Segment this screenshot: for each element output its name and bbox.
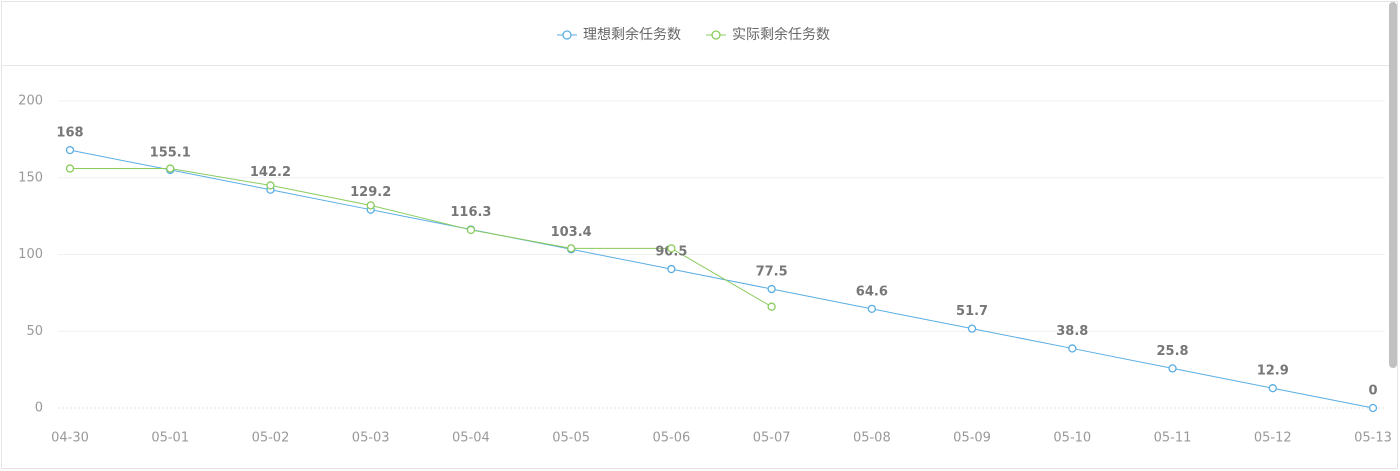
data-label: 0 — [1368, 384, 1377, 399]
x-tick-label: 05-13 — [1354, 431, 1392, 446]
data-point — [567, 244, 576, 253]
y-tick-label: 0 — [35, 401, 43, 416]
legend: 理想剩余任务数 实际剩余任务数 — [557, 26, 830, 43]
data-point — [867, 304, 876, 313]
x-tick-label: 05-11 — [1154, 431, 1192, 446]
data-point — [65, 164, 75, 173]
data-point — [1268, 384, 1277, 393]
x-tick-label: 05-04 — [452, 431, 490, 446]
data-point — [1168, 364, 1177, 373]
data-point — [667, 264, 676, 274]
x-tick-label: 05-07 — [753, 431, 791, 446]
data-label: 168 — [56, 126, 83, 141]
data-point — [767, 302, 776, 311]
data-point — [1368, 403, 1378, 413]
data-label: 129.2 — [350, 185, 391, 200]
series-line — [70, 168, 772, 308]
scrollbar[interactable] — [1389, 2, 1397, 368]
x-tick-label: 05-06 — [652, 431, 690, 446]
x-tick-label: 05-12 — [1254, 431, 1292, 446]
data-point — [466, 225, 476, 235]
data-label: 12.9 — [1257, 364, 1289, 379]
series-line — [69, 149, 1374, 409]
data-label: 116.3 — [450, 205, 491, 220]
legend-label: 实际剩余任务数 — [732, 26, 830, 43]
x-tick-label: 05-03 — [352, 431, 390, 446]
y-tick-label: 100 — [18, 247, 43, 262]
legend-marker — [711, 30, 721, 40]
data-point — [65, 145, 75, 155]
x-tick-label: 04-30 — [51, 431, 89, 446]
x-tick-label: 05-05 — [552, 431, 590, 446]
data-point — [967, 324, 977, 333]
x-tick-label: 05-08 — [853, 431, 891, 446]
x-tick-label: 05-02 — [252, 431, 290, 446]
data-label: 155.1 — [150, 145, 191, 160]
legend-marker — [562, 30, 572, 40]
y-tick-label: 200 — [18, 94, 43, 109]
data-point — [266, 181, 275, 190]
data-point — [166, 164, 175, 173]
data-label: 64.6 — [856, 284, 888, 299]
data-point — [667, 244, 676, 253]
x-tick-label: 05-09 — [953, 431, 991, 446]
legend-label: 理想剩余任务数 — [583, 26, 681, 43]
data-label: 142.2 — [250, 165, 291, 180]
data-label: 77.5 — [756, 265, 788, 280]
y-tick-label: 50 — [26, 324, 43, 339]
data-label: 38.8 — [1056, 324, 1088, 339]
data-point — [366, 201, 375, 210]
x-tick-label: 05-10 — [1053, 431, 1091, 446]
data-label: 103.4 — [551, 225, 592, 240]
data-label: 51.7 — [956, 304, 988, 319]
y-tick-label: 150 — [18, 170, 43, 185]
data-point — [1068, 344, 1077, 353]
data-label: 25.8 — [1156, 344, 1188, 359]
data-point — [767, 284, 776, 294]
x-tick-label: 05-01 — [151, 431, 189, 446]
